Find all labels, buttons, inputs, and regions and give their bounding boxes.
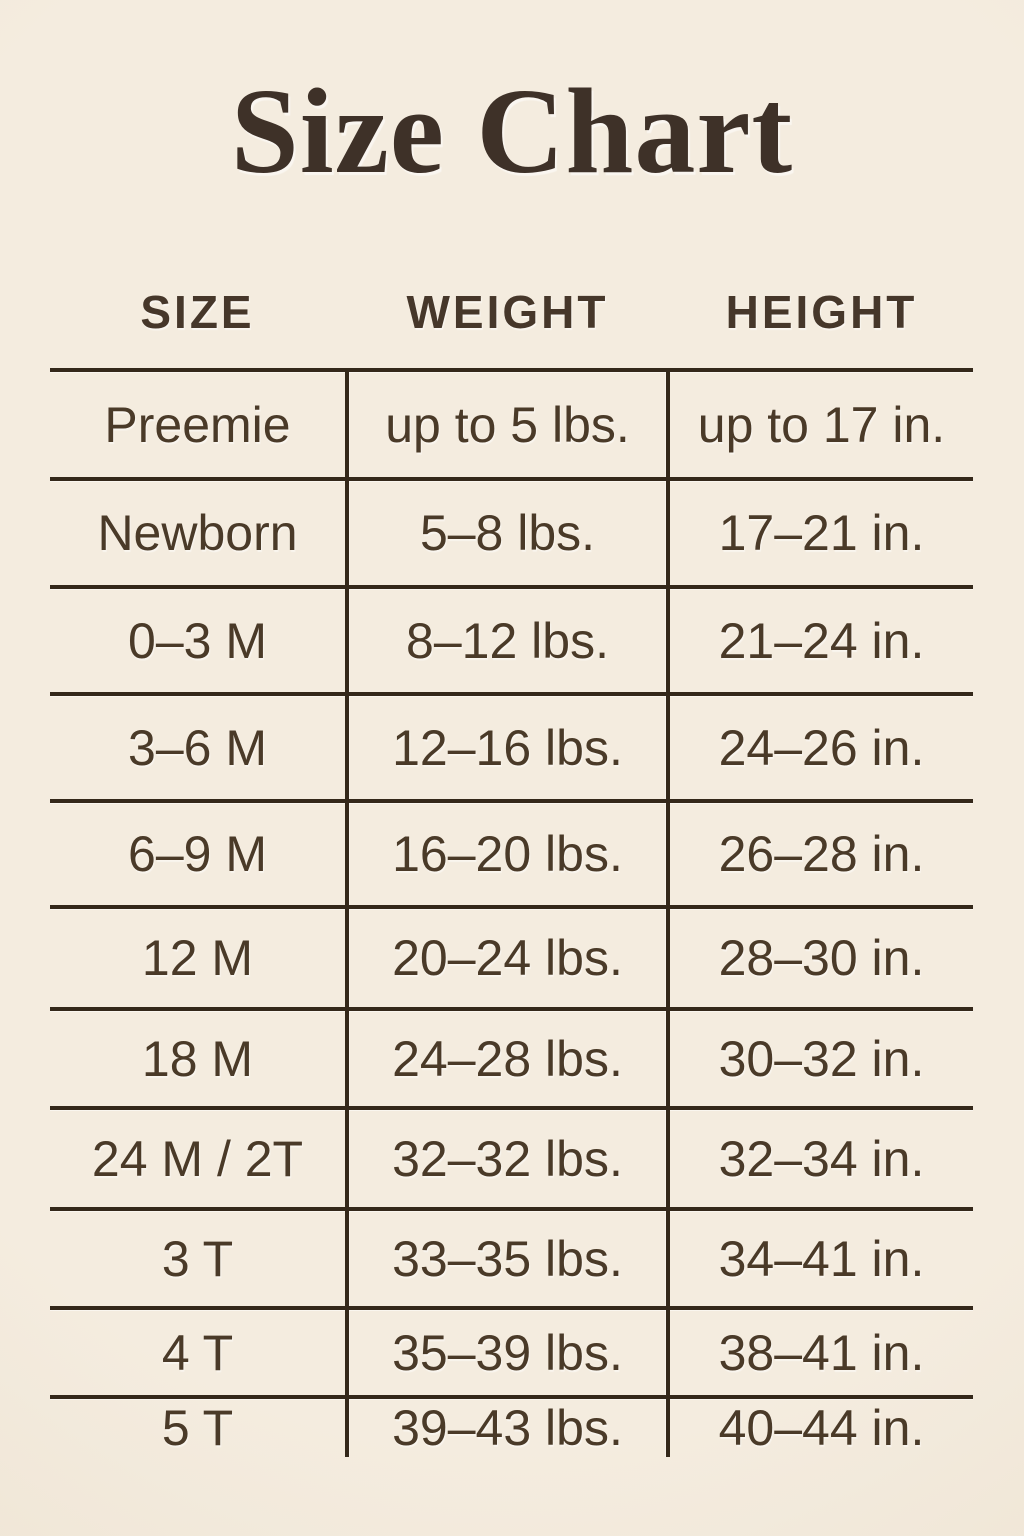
- size-cell: 24 M / 2T: [91, 1130, 304, 1187]
- height-cell: 38–41 in.: [718, 1324, 925, 1381]
- weight-cell: 33–35 lbs.: [345, 1211, 670, 1306]
- size-cell: 3–6 M: [128, 719, 267, 776]
- table-row: 0–3 M 8–12 lbs. 21–24 in.: [50, 585, 973, 692]
- weight-cell: 35–39 lbs.: [345, 1310, 670, 1395]
- height-cell: 30–32 in.: [718, 1030, 925, 1087]
- height-cell: 28–30 in.: [718, 930, 925, 986]
- weight-cell: 8–12 lbs.: [345, 589, 670, 692]
- weight-cell: 39–43 lbs.: [345, 1399, 670, 1457]
- size-cell: 0–3 M: [128, 612, 267, 669]
- height-cell: 34–41 in.: [718, 1230, 925, 1287]
- table-row: 3 T 33–35 lbs. 34–41 in.: [50, 1207, 973, 1306]
- size-cell: 18 M: [141, 1030, 254, 1087]
- weight-cell: 24–28 lbs.: [345, 1011, 670, 1106]
- height-cell: 32–34 in.: [718, 1130, 925, 1187]
- table-row: 24 M / 2T 32–32 lbs. 32–34 in.: [50, 1106, 973, 1207]
- size-cell: Preemie: [104, 396, 291, 453]
- table-row: 12 M 20–24 lbs. 28–30 in.: [50, 905, 973, 1007]
- height-cell: up to 17 in.: [697, 396, 946, 453]
- size-cell: 4 T: [161, 1324, 234, 1381]
- column-header-weight: WEIGHT: [406, 286, 609, 338]
- table-header-row: SIZE WEIGHT HEIGHT: [50, 256, 973, 368]
- table-row: 6–9 M 16–20 lbs. 26–28 in.: [50, 799, 973, 905]
- weight-cell: 20–24 lbs.: [345, 909, 670, 1007]
- height-cell: 17–21 in.: [718, 505, 925, 561]
- table-row: Preemie up to 5 lbs. up to 17 in.: [50, 368, 973, 477]
- size-cell: Newborn: [97, 505, 298, 561]
- height-cell: 26–28 in.: [718, 826, 925, 882]
- table-row: Newborn 5–8 lbs. 17–21 in.: [50, 477, 973, 585]
- size-cell: 6–9 M: [128, 826, 267, 882]
- size-cell: 3 T: [161, 1230, 234, 1287]
- table-row: 3–6 M 12–16 lbs. 24–26 in.: [50, 692, 973, 799]
- column-header-size: SIZE: [140, 286, 255, 338]
- weight-cell: 32–32 lbs.: [345, 1110, 670, 1207]
- weight-cell: 16–20 lbs.: [345, 803, 670, 905]
- page-title: Size Chart: [230, 64, 794, 199]
- table-row: 18 M 24–28 lbs. 30–32 in.: [50, 1007, 973, 1106]
- column-header-height: HEIGHT: [725, 286, 918, 338]
- size-cell: 12 M: [141, 930, 254, 986]
- height-cell: 21–24 in.: [718, 612, 925, 669]
- table-row: 4 T 35–39 lbs. 38–41 in.: [50, 1306, 973, 1395]
- weight-cell: 5–8 lbs.: [345, 481, 670, 585]
- size-table: SIZE WEIGHT HEIGHT Preemie up to 5 lbs. …: [50, 256, 973, 1457]
- height-cell: 40–44 in.: [718, 1400, 925, 1456]
- weight-cell: 12–16 lbs.: [345, 696, 670, 799]
- table-row: 5 T 39–43 lbs. 40–44 in.: [50, 1395, 973, 1457]
- height-cell: 24–26 in.: [718, 719, 925, 776]
- weight-cell: up to 5 lbs.: [345, 372, 670, 477]
- size-cell: 5 T: [161, 1400, 234, 1456]
